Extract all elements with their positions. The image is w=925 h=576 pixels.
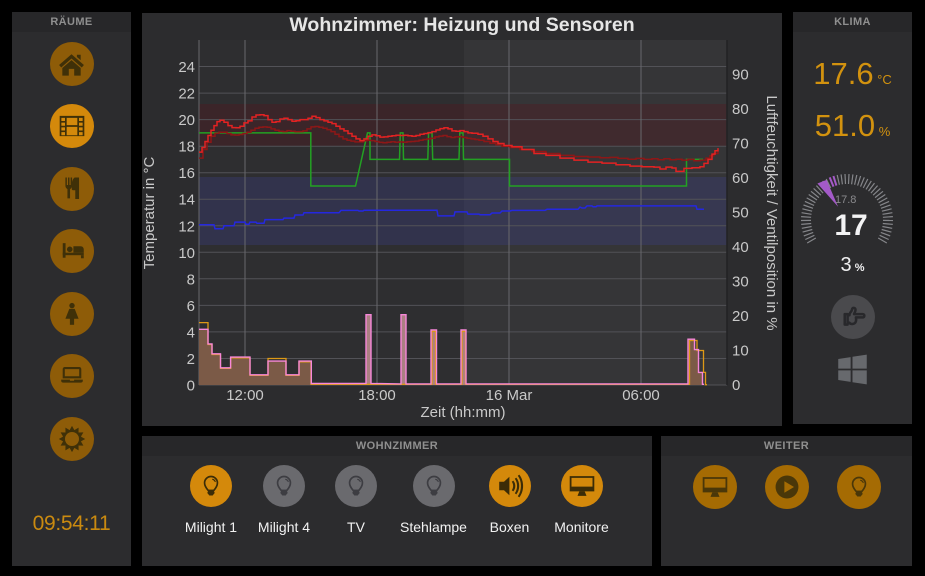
- svg-text:Luftfeuchtigkeit / Ventilposit: Luftfeuchtigkeit / Ventilposition in %: [763, 95, 780, 330]
- svg-text:80: 80: [732, 101, 749, 118]
- svg-text:60: 60: [732, 170, 749, 187]
- svg-text:Wohnzimmer: Heizung und Sensor: Wohnzimmer: Heizung und Sensoren: [289, 14, 634, 36]
- svg-text:8: 8: [187, 271, 195, 288]
- svg-text:12:00: 12:00: [226, 387, 264, 404]
- svg-text:0: 0: [732, 377, 740, 394]
- svg-text:24: 24: [178, 59, 195, 76]
- svg-text:18: 18: [178, 139, 195, 156]
- svg-text:20: 20: [732, 308, 749, 325]
- svg-text:20: 20: [178, 112, 195, 129]
- svg-text:70: 70: [732, 136, 749, 153]
- svg-text:18:00: 18:00: [358, 387, 396, 404]
- svg-text:40: 40: [732, 239, 749, 256]
- svg-text:17.8: 17.8: [835, 194, 856, 206]
- svg-text:12: 12: [178, 218, 195, 235]
- svg-text:2: 2: [187, 351, 195, 368]
- svg-text:Temperatur in °C: Temperatur in °C: [142, 156, 158, 269]
- svg-text:17: 17: [834, 209, 867, 242]
- svg-text:Zeit (hh:mm): Zeit (hh:mm): [420, 404, 505, 421]
- svg-text:06:00: 06:00: [622, 387, 660, 404]
- svg-text:10: 10: [732, 343, 749, 360]
- svg-text:4: 4: [187, 324, 195, 341]
- svg-text:50: 50: [732, 205, 749, 222]
- svg-text:16: 16: [178, 165, 195, 182]
- svg-text:14: 14: [178, 192, 195, 209]
- svg-text:10: 10: [178, 245, 195, 262]
- svg-text:90: 90: [732, 67, 749, 84]
- svg-text:30: 30: [732, 274, 749, 291]
- svg-text:16 Mar: 16 Mar: [486, 387, 533, 404]
- svg-text:6: 6: [187, 298, 195, 315]
- svg-text:22: 22: [178, 86, 195, 103]
- svg-text:0: 0: [187, 378, 195, 395]
